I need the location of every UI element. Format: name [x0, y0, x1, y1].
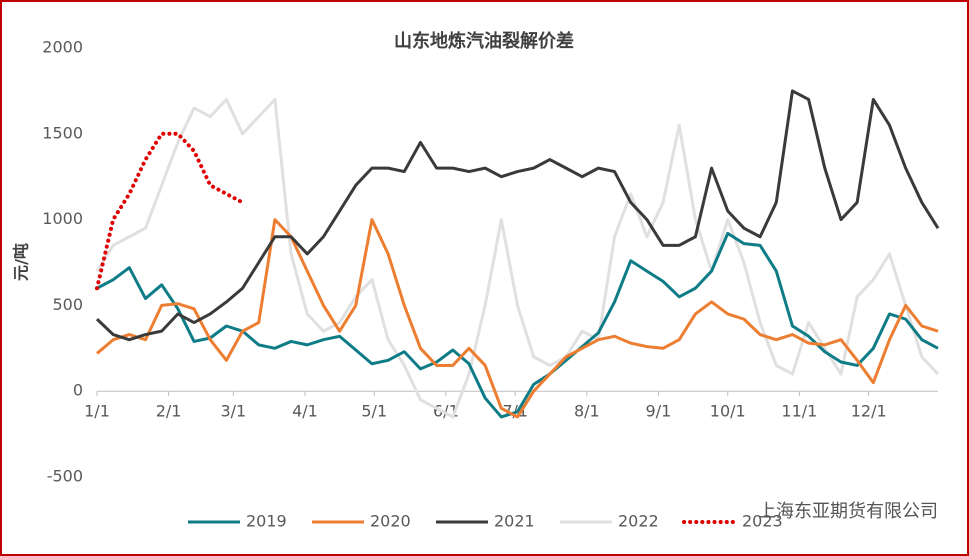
y-tick-label: 0 [73, 381, 83, 400]
x-tick-label: 11/1 [781, 402, 817, 421]
series-line [95, 89, 940, 342]
y-tick-label: -500 [47, 467, 83, 486]
x-tick-label: 9/1 [646, 402, 672, 421]
y-tick-label: 2000 [42, 38, 83, 57]
x-tick-label: 3/1 [220, 402, 246, 421]
y-tick-label: 1000 [42, 209, 83, 228]
y-axis-label: 元/吨 [12, 243, 31, 281]
series-line [96, 218, 939, 419]
watermark: 上海东亚期货有限公司 [758, 501, 938, 522]
chart-title: 山东地炼汽油裂解价差 [394, 30, 574, 52]
legend-label: 2023 [742, 512, 783, 531]
x-tick-label: 2/1 [156, 402, 182, 421]
y-tick-label: 500 [52, 295, 83, 314]
series-line [95, 131, 245, 291]
legend-label: 2020 [370, 512, 411, 531]
series-line [95, 97, 940, 419]
y-tick-label: 1500 [42, 123, 83, 142]
x-tick-label: 10/1 [710, 402, 746, 421]
x-tick-label: 8/1 [574, 402, 600, 421]
legend-label: 2021 [494, 512, 535, 531]
x-tick-label: 5/1 [361, 402, 387, 421]
x-tick-label: 4/1 [292, 402, 318, 421]
x-tick-label: 1/1 [84, 402, 110, 421]
x-tick-label: 12/1 [851, 402, 887, 421]
legend-label: 2022 [618, 512, 659, 531]
legend-label: 2019 [246, 512, 287, 531]
series-line [96, 231, 939, 419]
